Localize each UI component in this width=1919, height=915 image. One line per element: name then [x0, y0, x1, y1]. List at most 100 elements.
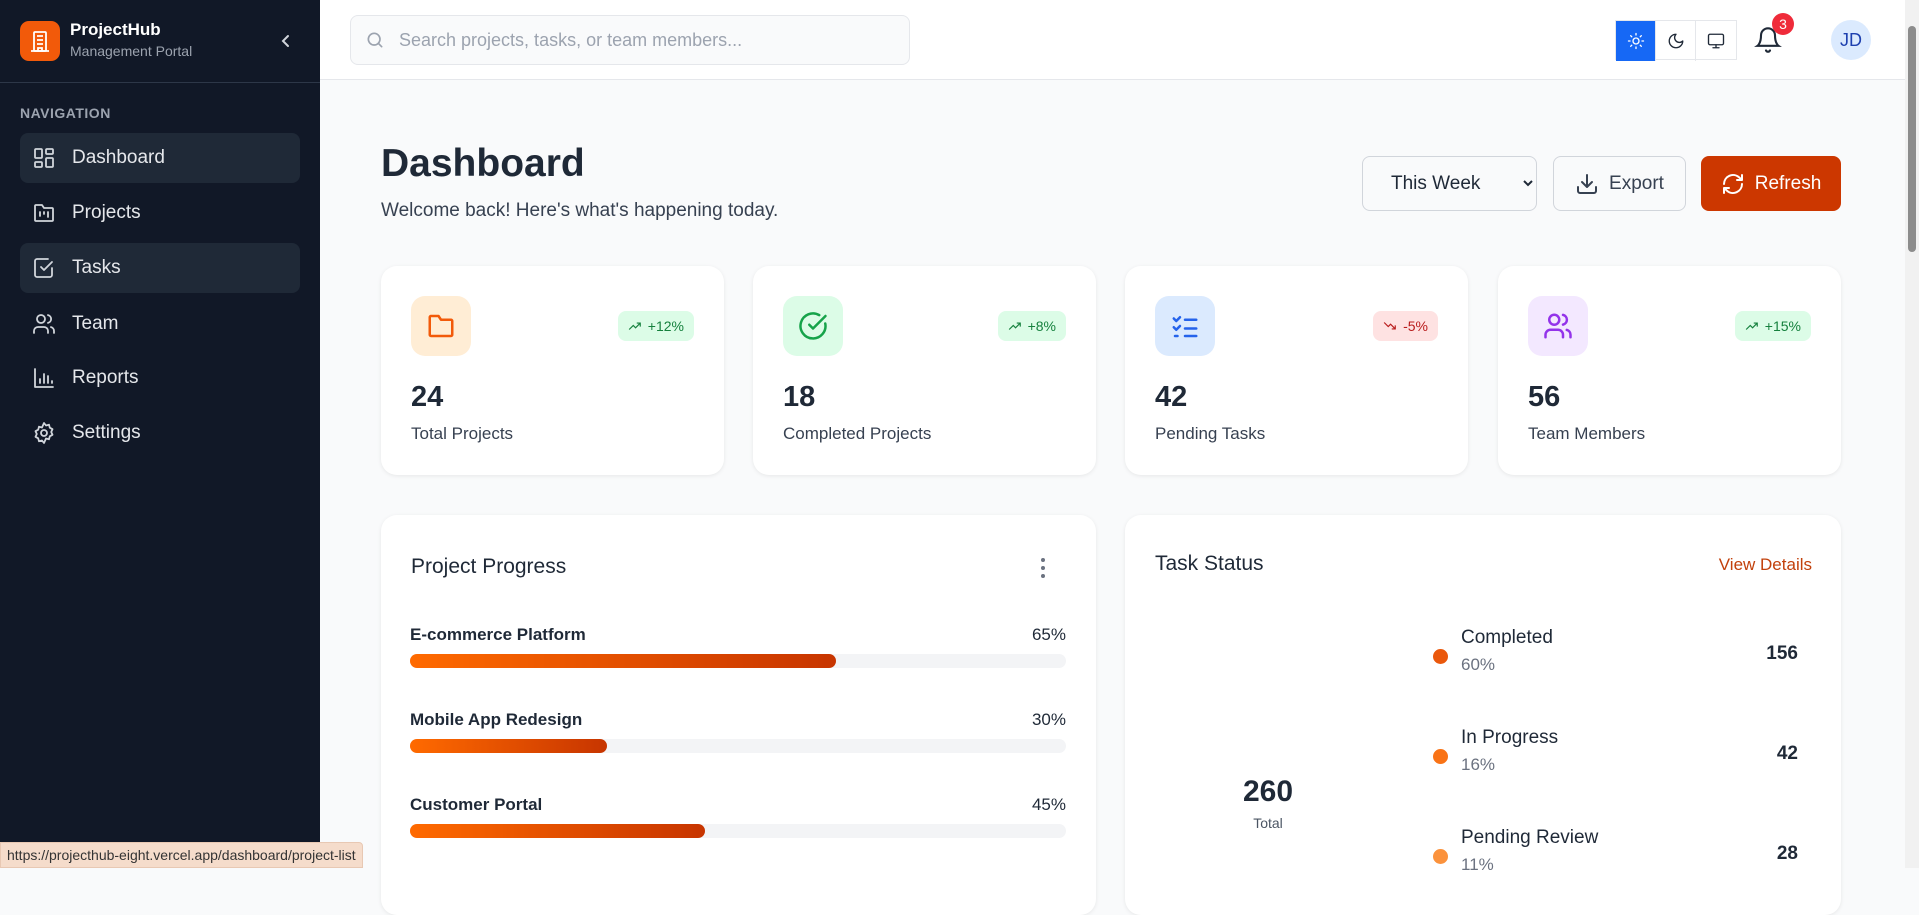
progress-track [410, 654, 1066, 668]
check-circle-icon [783, 296, 843, 356]
card-title: Task Status [1155, 552, 1264, 575]
progress-item: Customer Portal 45% [410, 795, 1066, 838]
period-select[interactable]: This Week [1362, 156, 1537, 211]
progress-item: E-commerce Platform 65% [410, 625, 1066, 668]
trending-down-icon [1383, 322, 1396, 330]
change-badge: +12% [617, 311, 694, 341]
status-dot [1433, 749, 1448, 764]
project-percent: 45% [1031, 795, 1066, 814]
sidebar-item-settings[interactable]: Settings [20, 408, 300, 458]
project-name: E-commerce Platform [410, 625, 586, 644]
top-header: 3 JD [320, 0, 1905, 80]
scrollbar[interactable] [1905, 0, 1919, 868]
progress-item: Mobile App Redesign 30% [410, 710, 1066, 753]
stat-label: Pending Tasks [1155, 424, 1266, 443]
progress-fill [410, 739, 607, 753]
total-value: 260 [1243, 775, 1294, 808]
stat-label: Team Members [1528, 424, 1646, 443]
sidebar-item-label: Reports [72, 367, 139, 388]
trending-up-icon [1745, 322, 1758, 330]
export-label: Export [1609, 172, 1664, 194]
sidebar-item-label: Dashboard [72, 147, 165, 168]
sidebar-item-projects[interactable]: Projects [20, 188, 300, 238]
trending-up-icon [628, 322, 641, 330]
progress-fill [410, 654, 837, 668]
project-progress-card: Project Progress E-commerce Platform 65% M… [381, 515, 1096, 915]
search-box[interactable] [350, 15, 910, 65]
system-theme-button[interactable] [1696, 21, 1736, 61]
stat-value: 24 [411, 381, 444, 413]
sidebar-item-tasks[interactable]: Tasks [20, 243, 300, 293]
sun-icon [1627, 32, 1644, 50]
stat-card-team-members: +15% 56 Team Members [1498, 266, 1841, 475]
gear-icon [34, 422, 54, 444]
moon-icon [1668, 33, 1683, 49]
task-status-card: Task Status View Details 260 Total Compl… [1125, 515, 1841, 915]
change-badge: +15% [1734, 311, 1811, 341]
stat-value: 56 [1528, 381, 1561, 413]
status-bar-url: https://projecthub-eight.vercel.app/dash… [0, 842, 363, 868]
folder-kanban-icon [34, 204, 54, 222]
sidebar-item-label: Settings [72, 422, 141, 443]
status-name: In Progress [1461, 727, 1559, 748]
change-badge: -5% [1373, 311, 1438, 341]
monitor-icon [1707, 33, 1725, 49]
folder-icon [411, 296, 471, 356]
sidebar-item-dashboard[interactable]: Dashboard [20, 133, 300, 183]
scrollbar-thumb[interactable] [1908, 26, 1916, 252]
bar-chart-icon [34, 368, 54, 388]
logo-icon [20, 21, 60, 61]
view-details-link[interactable]: View Details [1718, 555, 1812, 574]
status-legend-item: In Progress 16% 42 [1433, 727, 1798, 787]
brand-subtitle: Management Portal [70, 43, 193, 59]
sidebar-item-reports[interactable]: Reports [20, 353, 300, 403]
sidebar-item-label: Tasks [72, 257, 121, 278]
notification-badge: 3 [1772, 13, 1794, 35]
status-count: 28 [1776, 843, 1798, 864]
stat-card-completed-projects: +8% 18 Completed Projects [753, 266, 1096, 475]
dark-theme-button[interactable] [1656, 21, 1696, 61]
status-dot [1433, 649, 1448, 664]
status-dot [1433, 849, 1448, 864]
stat-label: Total Projects [411, 424, 514, 443]
export-button[interactable]: Export [1553, 156, 1686, 211]
download-icon [1577, 173, 1598, 194]
list-checks-icon [1155, 296, 1215, 356]
brand-name: ProjectHub [70, 20, 161, 39]
theme-switcher [1615, 20, 1737, 61]
project-name: Mobile App Redesign [410, 710, 583, 729]
dashboard-icon [34, 148, 54, 168]
trending-up-icon [1008, 322, 1021, 330]
bell-icon[interactable] [1754, 26, 1782, 54]
status-count: 156 [1766, 643, 1798, 664]
sidebar-item-team[interactable]: Team [20, 299, 300, 349]
status-percent: 16% [1461, 755, 1496, 774]
page-title: Dashboard [381, 142, 585, 185]
project-percent: 30% [1031, 710, 1066, 729]
status-name: Completed [1461, 627, 1553, 648]
more-vertical-icon[interactable] [1035, 555, 1051, 581]
search-icon [367, 32, 383, 48]
status-percent: 11% [1461, 855, 1494, 874]
nav-section-label: NAVIGATION [20, 105, 111, 121]
status-count: 42 [1776, 743, 1798, 764]
chevron-left-icon[interactable] [278, 31, 294, 51]
users-icon [33, 314, 55, 334]
card-title: Project Progress [411, 555, 567, 578]
progress-fill [410, 824, 706, 838]
users-icon [1528, 296, 1588, 356]
checkbox-icon [34, 258, 53, 278]
light-theme-button[interactable] [1616, 21, 1656, 61]
stat-value: 18 [783, 381, 816, 413]
status-name: Pending Review [1461, 827, 1599, 848]
change-badge: +8% [997, 311, 1066, 341]
status-legend-item: Completed 60% 156 [1433, 627, 1798, 687]
avatar[interactable]: JD [1831, 20, 1871, 60]
sidebar-item-label: Team [72, 313, 119, 334]
search-input[interactable] [399, 29, 879, 51]
stat-value: 42 [1155, 381, 1188, 413]
divider [0, 82, 320, 83]
status-percent: 60% [1461, 655, 1496, 674]
refresh-button[interactable]: Refresh [1701, 156, 1841, 211]
stat-card-total-projects: +12% 24 Total Projects [381, 266, 724, 475]
